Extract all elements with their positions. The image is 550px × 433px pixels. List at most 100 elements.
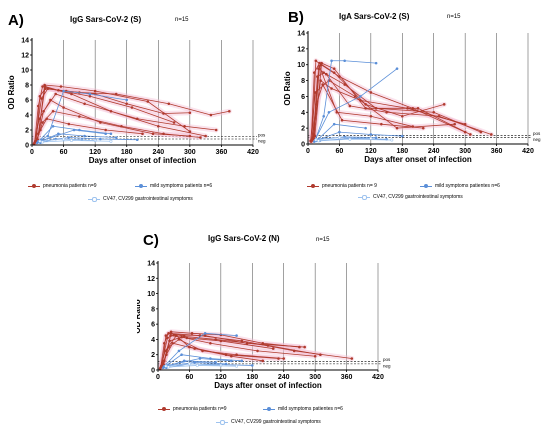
data-point-mild — [224, 362, 228, 366]
data-point-mild — [177, 349, 181, 353]
data-point-pneumonia — [114, 92, 118, 96]
panel-title-a: IgG Sars-CoV-2 (S) — [70, 15, 142, 24]
legend-item-gi: CV47, CV299 gastrointestinal symptoms — [88, 196, 193, 202]
series-line-pneumonia — [35, 118, 143, 143]
data-point-pneumonia — [416, 107, 420, 110]
data-point-mild — [322, 114, 326, 118]
x-tick-label: 0 — [306, 148, 310, 155]
data-point-pneumonia — [209, 341, 212, 345]
data-point-pneumonia — [350, 357, 354, 360]
data-point-mild — [193, 361, 196, 364]
data-point-pneumonia — [45, 117, 49, 121]
panel-letter-c: C) — [143, 232, 159, 249]
data-point-pneumonia — [164, 349, 167, 353]
data-point-pneumonia — [421, 126, 425, 130]
legend-label-pneumonia: pneumonia patients n= 9 — [322, 183, 377, 189]
data-point-mild — [161, 366, 165, 370]
legend-item-mild: mild symptoms patients n=6 — [135, 183, 212, 189]
data-point-pneumonia — [88, 94, 92, 98]
data-point-pneumonia — [188, 111, 192, 115]
data-point-pneumonia — [57, 88, 60, 92]
data-point-pneumonia — [171, 341, 174, 345]
panel-title-b: IgA Sars-CoV-2 (S) — [339, 12, 410, 21]
y-tick-label: 6 — [25, 98, 29, 105]
data-point-pneumonia — [67, 122, 71, 126]
data-point-mild — [332, 122, 336, 126]
data-point-gi — [187, 362, 191, 366]
data-point-mild — [135, 138, 139, 142]
x-tick-label: 60 — [186, 374, 194, 381]
reference-label-neg: neg — [258, 139, 266, 144]
series-line-pneumonia — [34, 88, 230, 142]
series-line-pneumonia — [310, 80, 455, 141]
data-point-pneumonia — [321, 83, 324, 86]
panel-c: C) IgG Sars-CoV-2 (N) n=15 pos neg 0 2 4 6 8 10… — [137, 222, 412, 433]
panel-letter-b: B) — [288, 9, 304, 26]
data-point-gi — [195, 363, 199, 367]
legend-item-gi: CV47, CV299 gastrointestinal symptoms — [358, 194, 463, 200]
data-point-mild — [240, 359, 244, 363]
series-line-pneumonia — [311, 83, 424, 141]
data-point-pneumonia — [303, 345, 306, 349]
series-line-mild — [163, 332, 237, 367]
data-point-pneumonia — [177, 338, 181, 341]
series-line-mild — [36, 125, 111, 144]
data-point-pneumonia — [385, 110, 388, 114]
data-point-pneumonia — [41, 121, 44, 124]
data-point-mild — [180, 353, 183, 357]
legend-label-mild: mild symptoms patients n=6 — [150, 183, 213, 189]
data-point-pneumonia — [51, 109, 55, 113]
data-point-mild — [338, 130, 341, 134]
y-tick-label: 2 — [301, 126, 305, 133]
legend-label-mild: mild symptoms patientes n=6 — [278, 406, 343, 412]
legend-swatch-mild — [135, 184, 147, 188]
x-tick-label: 120 — [89, 149, 101, 156]
data-point-pneumonia — [314, 59, 318, 63]
data-point-gi — [38, 139, 42, 143]
data-point-mild — [114, 136, 118, 139]
data-point-gi — [348, 137, 352, 141]
y-tick-label: 12 — [147, 276, 155, 283]
data-point-gi — [62, 137, 66, 141]
y-tick-label: 10 — [21, 68, 29, 75]
data-point-mild — [400, 134, 404, 138]
data-point-pneumonia — [395, 126, 399, 130]
legend-item-mild: mild symptoms patientes n=6 — [263, 406, 343, 412]
panel-n-c: n=15 — [316, 237, 330, 243]
data-point-mild — [327, 110, 331, 114]
data-point-pneumonia — [78, 115, 81, 118]
data-point-pneumonia — [219, 339, 223, 343]
data-point-pneumonia — [70, 92, 73, 96]
data-point-pneumonia — [135, 117, 139, 121]
data-point-gi — [69, 139, 73, 143]
data-point-pneumonia — [199, 136, 202, 139]
data-point-pneumonia — [40, 97, 43, 100]
y-tick-label: 12 — [297, 46, 305, 53]
y-tick-label: 10 — [297, 62, 305, 69]
data-point-pneumonia — [156, 124, 160, 128]
data-point-mild — [67, 136, 71, 139]
x-tick-label: 180 — [246, 374, 258, 381]
chart-a: pos neg 0 2 4 6 8 10 12 14 0 60 120 180 240 300 360 420 Da… — [7, 38, 266, 166]
series-line-pneumonia — [37, 84, 191, 140]
data-point-gi — [314, 138, 318, 142]
x-axis-label: Days after onset of infection — [214, 381, 322, 390]
data-point-mild — [369, 133, 373, 136]
legend-label-mild: mild symptoms patientes n=6 — [435, 183, 500, 189]
y-tick-label: 8 — [25, 83, 29, 90]
data-point-pneumonia — [364, 107, 367, 110]
series-line-pneumonia — [37, 85, 175, 134]
y-tick-label: 2 — [25, 128, 29, 135]
data-point-pneumonia — [330, 87, 333, 90]
reference-label-pos: pos — [533, 131, 541, 136]
x-tick-label: 420 — [522, 148, 534, 155]
y-tick-label: 14 — [297, 31, 305, 38]
data-point-pneumonia — [37, 104, 40, 108]
x-axis-label: Days after onset of infection — [364, 155, 472, 164]
data-point-pneumonia — [185, 336, 189, 340]
x-tick-label: 420 — [372, 374, 384, 381]
x-tick-label: 420 — [247, 149, 259, 156]
data-point-gi — [390, 138, 394, 142]
x-tick-label: 360 — [491, 148, 503, 155]
